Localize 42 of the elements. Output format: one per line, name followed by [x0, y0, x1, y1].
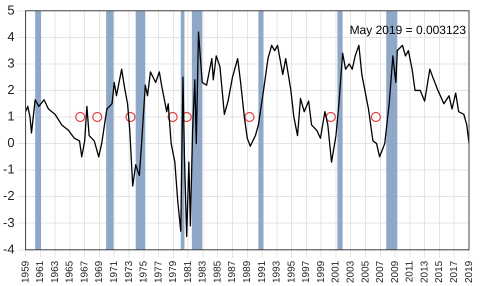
y-tick-label: 3: [7, 55, 15, 70]
x-tick-label: 1973: [124, 260, 135, 284]
x-tick-label: 1983: [198, 260, 209, 284]
y-tick-label: -4: [2, 241, 15, 256]
x-tick-label: 1965: [64, 260, 76, 284]
x-tick-label: 2011: [404, 260, 416, 282]
x-tick-label: 2017: [448, 260, 460, 284]
x-tick-label: 2019: [464, 260, 475, 284]
y-tick-label: 2: [7, 82, 15, 98]
x-tick-label: 2009: [390, 260, 401, 284]
x-tick-label: 1971: [108, 260, 120, 284]
x-tick-label: 1999: [316, 260, 327, 284]
x-tick-label: 1993: [272, 260, 283, 284]
y-tick-label: -3: [2, 214, 15, 230]
x-tick-label: 1981: [182, 260, 194, 284]
x-tick-label: 2005: [360, 260, 372, 284]
y-tick-label: -2: [2, 188, 15, 204]
x-tick-label: 1997: [301, 260, 312, 284]
y-tick-label: -1: [2, 162, 15, 177]
x-tick-label: 1989: [242, 260, 254, 284]
annotation: May 2019 = 0.003123: [350, 23, 466, 38]
x-tick-label: 1959: [20, 260, 32, 284]
x-tick-label: 1985: [212, 260, 224, 284]
x-tick-label: 1995: [286, 260, 298, 284]
x-tick-label: 1969: [94, 260, 106, 284]
x-tick-label: 1977: [153, 260, 164, 284]
x-tick-label: 2001: [330, 260, 342, 284]
x-tick-label: 2007: [375, 260, 386, 284]
y-tick-label: 5: [7, 2, 15, 18]
y-tick-label: 1: [7, 108, 15, 124]
x-tick-label: 2003: [346, 260, 356, 284]
x-tick-label: 1963: [50, 260, 61, 284]
x-tick-label: 1991: [256, 260, 268, 284]
y-tick-label: 0: [7, 135, 15, 150]
x-tick-label: 1987: [227, 260, 238, 284]
x-tick-label: 1967: [79, 260, 90, 284]
x-tick-label: 2015: [434, 260, 446, 284]
x-tick-label: 2013: [419, 260, 430, 284]
x-tick-label: 1975: [138, 260, 150, 284]
x-tick-label: 1979: [168, 260, 180, 284]
x-tick-label: 1961: [35, 260, 46, 284]
y-tick-label: 4: [7, 28, 15, 44]
